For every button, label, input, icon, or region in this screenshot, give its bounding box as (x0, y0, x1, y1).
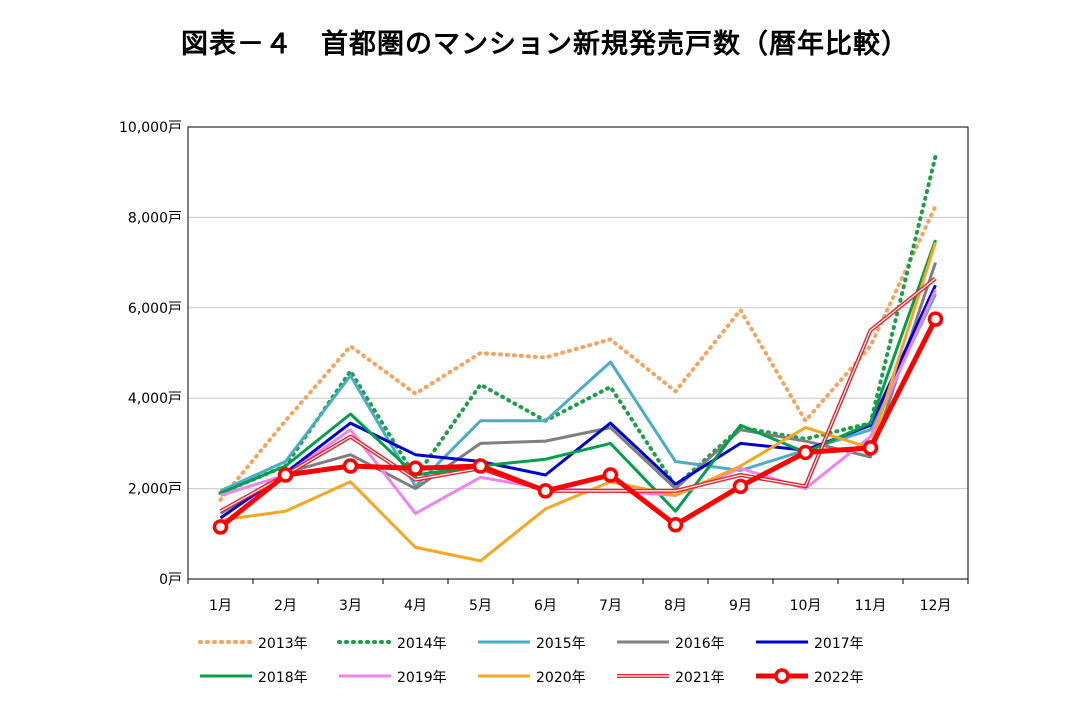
legend: 2013年 2014年 2015年 2016年 2017年 2018年 2019年 2020年… (198, 636, 864, 686)
legend-label: 2016年 (675, 636, 725, 652)
data-point (407, 460, 424, 477)
y-tick-label: 0戸 (159, 572, 182, 588)
x-tick-label: 5月 (469, 598, 492, 614)
x-tick-label: 2月 (274, 598, 297, 614)
x-tick-label: 7月 (599, 598, 622, 614)
data-point (212, 519, 229, 535)
series-line (220, 241, 937, 563)
x-tick-label: 10月 (790, 598, 822, 614)
legend-label: 2018年 (258, 670, 308, 686)
data-point (277, 467, 294, 483)
series-line (218, 154, 938, 496)
legend-label: 2015年 (536, 636, 586, 652)
legend-item: 2016年 (617, 636, 725, 652)
legend-label: 2017年 (814, 636, 864, 652)
data-point (602, 467, 619, 483)
legend-item: 2015年 (478, 636, 586, 652)
data-point (797, 444, 814, 461)
legend-item: 2017年 (756, 636, 864, 652)
y-axis-ticks: 0戸 2,000戸 4,000戸 6,000戸 8,000戸 10,000戸 (119, 120, 182, 588)
legend-marker (774, 668, 790, 684)
legend-item: 2013年 (198, 636, 308, 652)
chart-title: 図表－４ 首都圏のマンション新規発売戸数（暦年比較） (181, 29, 909, 60)
series-line (218, 204, 938, 502)
series-2014年 (218, 154, 938, 496)
x-tick-label: 4月 (404, 598, 427, 614)
data-point (927, 311, 944, 327)
x-axis-ticks: 1月 2月 3月 4月 5月 6月 7月 8月 9月 10月 11月 12月 (187, 579, 969, 614)
plot-frame (187, 126, 969, 580)
x-tick-label: 6月 (534, 598, 557, 614)
y-tick-label: 2,000戸 (128, 482, 182, 498)
data-point (667, 517, 684, 533)
x-tick-label: 11月 (855, 598, 887, 614)
legend-label: 2020年 (536, 670, 586, 686)
y-tick-label: 10,000戸 (119, 120, 182, 136)
series-2013年 (218, 204, 938, 502)
legend-item: 2022年 (756, 668, 864, 686)
legend-label: 2014年 (397, 636, 447, 652)
y-tick-label: 4,000戸 (128, 391, 182, 407)
series-line (218, 317, 938, 529)
data-point (732, 478, 749, 495)
series-2020年 (220, 241, 937, 563)
legend-item: 2020年 (478, 670, 586, 686)
legend-item: 2014年 (337, 636, 447, 652)
legend-label: 2022年 (814, 670, 864, 686)
data-point (862, 440, 879, 456)
legend-label: 2021年 (675, 670, 725, 686)
series-2016年 (219, 262, 937, 515)
series-lines (212, 154, 944, 563)
y-tick-label: 6,000戸 (128, 301, 182, 317)
data-point (472, 458, 489, 474)
x-tick-label: 12月 (920, 598, 952, 614)
series-line (219, 239, 937, 513)
legend-label: 2013年 (258, 636, 308, 652)
x-tick-label: 8月 (664, 598, 687, 614)
series-line-inner (220, 277, 936, 512)
x-tick-label: 9月 (729, 598, 752, 614)
legend-item: 2019年 (339, 670, 447, 686)
legend-item: 2021年 (617, 670, 725, 686)
series-2021年 (219, 276, 937, 513)
series-2018年 (219, 239, 937, 513)
x-tick-label: 1月 (209, 598, 232, 614)
legend-label: 2019年 (397, 670, 447, 686)
x-tick-label: 3月 (339, 598, 362, 614)
data-point (537, 483, 554, 499)
y-tick-label: 8,000戸 (128, 210, 182, 226)
grid-lines (188, 216, 968, 490)
series-2022年 (212, 311, 944, 535)
legend-item: 2018年 (200, 670, 308, 686)
data-point (342, 458, 359, 474)
series-line (219, 262, 937, 515)
